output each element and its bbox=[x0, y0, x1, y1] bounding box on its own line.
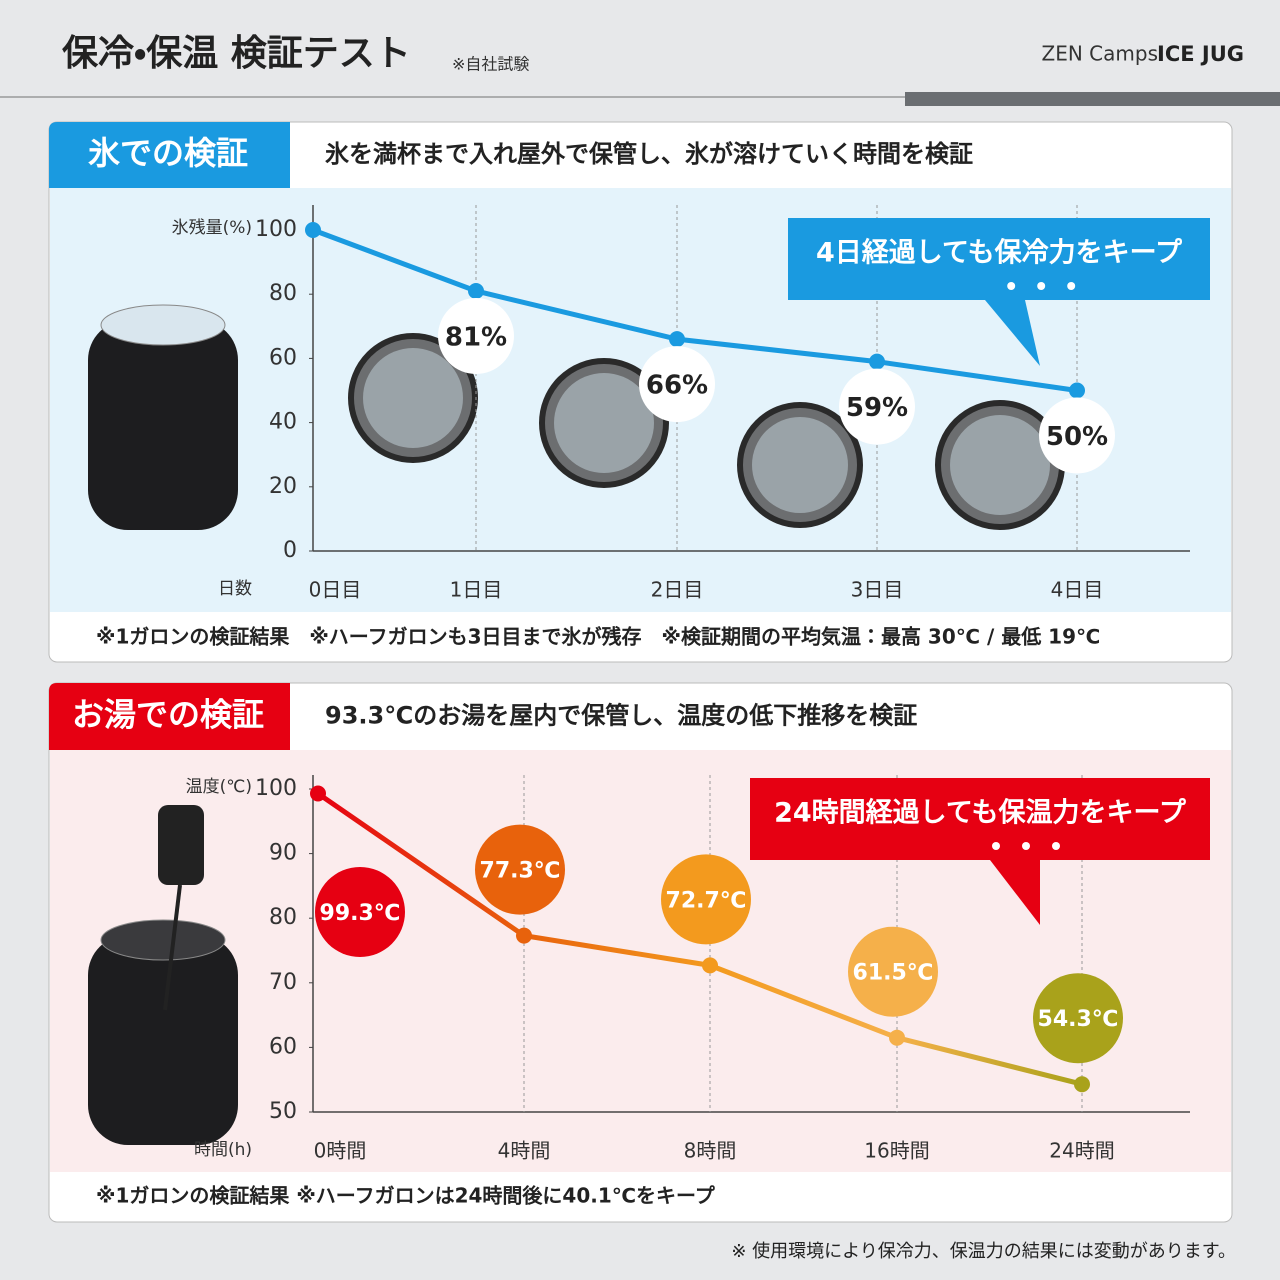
panel-title: 氷での検証 bbox=[88, 134, 248, 172]
value-label: 81% bbox=[445, 322, 507, 352]
y-tick-label: 60 bbox=[269, 345, 297, 370]
product: ICE JUG bbox=[1157, 42, 1244, 66]
callout bbox=[750, 778, 1210, 860]
panel-description: 93.3℃のお湯を屋内で保管し、温度の低下推移を検証 bbox=[325, 702, 917, 730]
value-label: 72.7℃ bbox=[666, 888, 747, 913]
data-point bbox=[305, 222, 321, 238]
value-bubble bbox=[639, 346, 715, 423]
header-bar bbox=[905, 92, 1280, 106]
x-tick-label: 3日目 bbox=[851, 578, 904, 602]
value-label: 50% bbox=[1046, 422, 1108, 452]
jug-mouth bbox=[100, 919, 226, 961]
x-tick-label: 0日目 bbox=[309, 578, 362, 602]
value-bubble bbox=[661, 854, 751, 945]
panel-tab bbox=[49, 683, 290, 750]
callout-dot bbox=[1022, 842, 1030, 850]
callout-dot bbox=[1037, 282, 1046, 290]
value-bubble bbox=[438, 297, 514, 374]
value-bubble bbox=[315, 867, 405, 957]
y-tick-label: 90 bbox=[269, 841, 297, 866]
y-axis-label: 氷残量(%) bbox=[172, 218, 252, 238]
data-point bbox=[702, 957, 718, 974]
y-tick-label: 70 bbox=[269, 970, 297, 995]
bowl-inner bbox=[752, 417, 848, 513]
y-axis-label: 温度(℃) bbox=[186, 777, 252, 797]
page-title: 保冷・保温 検証テスト bbox=[62, 33, 411, 74]
bowl-inner bbox=[554, 373, 654, 473]
y-tick-label: 60 bbox=[269, 1034, 297, 1059]
callout-dot bbox=[992, 842, 1000, 850]
value-label: 99.3℃ bbox=[320, 901, 401, 926]
callout-dot bbox=[1067, 282, 1076, 290]
brand: ZEN Camps bbox=[1042, 42, 1158, 66]
value-bubble bbox=[848, 926, 938, 1017]
x-tick-label: 4日目 bbox=[1051, 578, 1104, 602]
value-bubble bbox=[839, 368, 915, 445]
x-tick-label: 1日目 bbox=[450, 578, 503, 602]
x-tick-label: 8時間 bbox=[684, 1139, 737, 1163]
y-tick-label: 100 bbox=[255, 217, 297, 242]
callout-text: 24時間経過しても保温力をキープ bbox=[774, 798, 1187, 829]
x-tick-label: 4時間 bbox=[498, 1139, 551, 1163]
jug-body bbox=[88, 935, 238, 1145]
callout-text: 4日経過しても保冷力をキープ bbox=[816, 238, 1183, 269]
value-label: 66% bbox=[646, 371, 708, 401]
value-label: 61.5℃ bbox=[853, 961, 934, 986]
bowl-inner bbox=[363, 348, 463, 448]
data-point bbox=[516, 927, 532, 944]
panel-title: お湯での検証 bbox=[72, 696, 264, 734]
footnote: ※1ガロンの検証結果 ※ハーフガロンも3日目まで氷が残存 ※検証期間の平均気温：… bbox=[96, 625, 1100, 649]
y-tick-label: 80 bbox=[269, 281, 297, 306]
thermometer bbox=[158, 805, 204, 885]
probe bbox=[163, 884, 182, 1011]
value-bubble bbox=[1039, 397, 1115, 474]
data-point bbox=[310, 785, 326, 802]
page-note: ※自社試験 bbox=[452, 55, 529, 74]
value-label: 54.3℃ bbox=[1038, 1007, 1119, 1032]
data-point bbox=[468, 282, 484, 299]
data-point bbox=[889, 1029, 905, 1046]
data-point bbox=[1069, 382, 1085, 399]
panel-tab bbox=[49, 122, 290, 188]
value-label: 59% bbox=[846, 393, 908, 423]
panel-description: 氷を満杯まで入れ屋外で保管し、氷が溶けていく時間を検証 bbox=[325, 140, 973, 168]
callout-dot bbox=[1052, 842, 1060, 850]
y-tick-label: 50 bbox=[269, 1099, 297, 1124]
value-bubble bbox=[475, 824, 565, 915]
value-bubble bbox=[1033, 973, 1123, 1064]
y-tick-label: 40 bbox=[269, 410, 297, 435]
y-tick-label: 0 bbox=[283, 538, 297, 563]
footnote: ※1ガロンの検証結果 ※ハーフガロンは24時間後に40.1℃をキープ bbox=[96, 1184, 716, 1208]
callout-tail bbox=[985, 300, 1040, 366]
callout-tail bbox=[990, 860, 1040, 925]
value-label: 77.3℃ bbox=[480, 859, 561, 884]
y-tick-label: 20 bbox=[269, 474, 297, 499]
y-tick-label: 100 bbox=[255, 776, 297, 801]
callout-dot bbox=[1007, 282, 1016, 290]
x-axis-label: 日数 bbox=[218, 579, 252, 599]
data-point bbox=[1074, 1076, 1090, 1093]
x-tick-label: 2日目 bbox=[651, 578, 704, 602]
data-point bbox=[669, 331, 685, 348]
x-tick-label: 16時間 bbox=[864, 1139, 929, 1163]
disclaimer: ※ 使用環境により保冷力、保温力の結果には変動があります。 bbox=[731, 1241, 1236, 1262]
bowl-inner bbox=[950, 415, 1050, 515]
callout bbox=[788, 218, 1210, 300]
x-axis-label: 時間(h) bbox=[194, 1140, 252, 1160]
jug-body bbox=[88, 320, 238, 530]
data-point bbox=[869, 353, 885, 370]
x-tick-label: 0時間 bbox=[314, 1139, 367, 1163]
jug-mouth bbox=[100, 304, 226, 346]
y-tick-label: 80 bbox=[269, 905, 297, 930]
x-tick-label: 24時間 bbox=[1049, 1139, 1114, 1163]
